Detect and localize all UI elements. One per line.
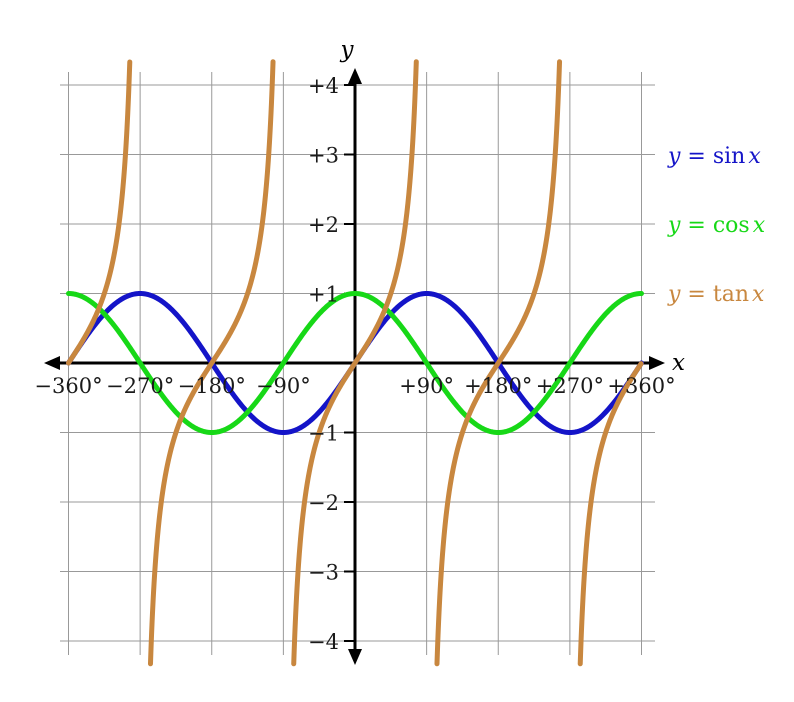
legend-group: y = sin x y = cos x y = tan x — [667, 144, 766, 307]
legend-item-tan: y = tan x — [667, 282, 765, 307]
y-tick-label: −1 — [308, 422, 339, 446]
y-tick-label: +4 — [308, 74, 339, 98]
y-axis-arrow-down — [348, 649, 362, 665]
tick-labels-group: −360° −270° −180° −90° +90° +180° +270° +360° +4… — [34, 74, 675, 654]
x-axis-arrow-left — [44, 356, 60, 370]
curve-tan — [147, 59, 276, 667]
x-tick-label: +360° — [607, 374, 675, 398]
x-tick-label: +270° — [536, 374, 604, 398]
y-axis-label: y — [340, 37, 355, 63]
y-axis-arrow-up — [348, 68, 362, 84]
y-tick-label: +2 — [308, 213, 339, 237]
ticks-group — [344, 84, 355, 642]
curve-tan — [577, 361, 644, 667]
curve-cos — [66, 291, 644, 435]
curve-tan — [291, 59, 419, 667]
curve-tan — [66, 59, 133, 366]
curve-tan — [434, 59, 563, 667]
y-tick-label: +3 — [308, 144, 339, 168]
y-tick-label: −2 — [308, 491, 339, 515]
x-tick-label: +90° — [399, 374, 454, 398]
y-tick-label: −4 — [308, 630, 339, 654]
x-tick-label: −360° — [34, 374, 102, 398]
y-tick-label: −3 — [308, 561, 339, 585]
curves-group — [66, 59, 644, 667]
x-tick-label: −270° — [106, 374, 174, 398]
legend-item-sin: y = sin x — [667, 144, 761, 169]
x-axis-label: x — [672, 350, 685, 376]
x-tick-label: −90° — [256, 374, 311, 398]
x-tick-label: −180° — [178, 374, 246, 398]
x-axis-arrow-right — [649, 356, 665, 370]
x-tick-label: +180° — [464, 374, 532, 398]
legend-item-cos: y = cos x — [667, 213, 766, 238]
y-tick-label: +1 — [308, 283, 339, 307]
